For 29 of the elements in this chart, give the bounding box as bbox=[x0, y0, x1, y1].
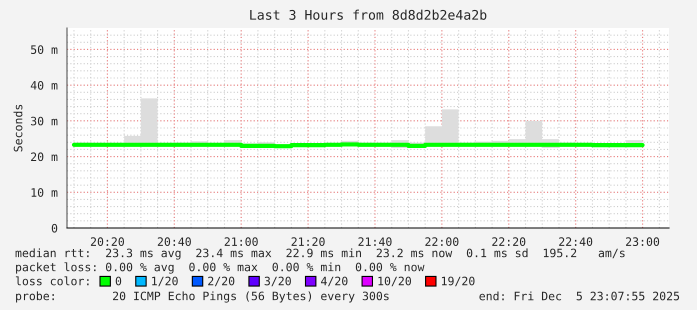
legend-label: 3/20 bbox=[264, 276, 291, 286]
x-tick-label: 20:20 bbox=[90, 237, 124, 246]
legend-title: loss color: bbox=[16, 276, 89, 286]
y-tick-label: 50 m bbox=[31, 45, 58, 54]
legend-label: 19/20 bbox=[442, 276, 475, 286]
x-tick-label: 21:20 bbox=[292, 237, 325, 246]
text: median rtt: 23.3 ms avg 23.4 ms max 22.9 ms min 23.2 ms now 0.1 ms sd 195.2 am/s bbox=[16, 248, 625, 260]
y-tick-label: 30 m bbox=[30, 116, 58, 126]
y-tick-label: 20 m bbox=[31, 152, 58, 162]
y-tick-label: 40 m bbox=[30, 80, 58, 90]
y-tick-label: 0 bbox=[52, 224, 58, 233]
x-tick-label: 21:00 bbox=[224, 237, 258, 246]
x-tick-label: 22:40 bbox=[559, 237, 592, 246]
x-tick-label: 23:00 bbox=[626, 237, 660, 246]
legend-label: 4/20 bbox=[321, 276, 348, 286]
legend-label: 2/20 bbox=[208, 276, 234, 286]
x-tick-label: 22:00 bbox=[425, 237, 458, 246]
x-tick-label: 22:20 bbox=[492, 237, 526, 246]
x-tick-label: 20:40 bbox=[158, 237, 191, 246]
text: probe: 20 ICMP Echo Pings (56 Bytes) every 300s bbox=[16, 291, 389, 303]
y-tick-label: 10 m bbox=[32, 188, 58, 197]
legend-label: 1/20 bbox=[152, 276, 178, 286]
legend-label: 10/20 bbox=[378, 276, 412, 286]
chart-title: Last 3 Hours from 8d8d2b2e4a2b bbox=[250, 10, 486, 20]
x-tick-label: 21:40 bbox=[358, 237, 392, 246]
y-axis-title: Seconds bbox=[14, 104, 22, 152]
text: packet loss: 0.00 % avg 0.00 % max 0.00 % min 0.00 % now bbox=[16, 262, 424, 274]
legend-label: 0 bbox=[116, 276, 122, 286]
text: end: Fri Dec 5 23:07:55 2025 bbox=[479, 291, 680, 300]
